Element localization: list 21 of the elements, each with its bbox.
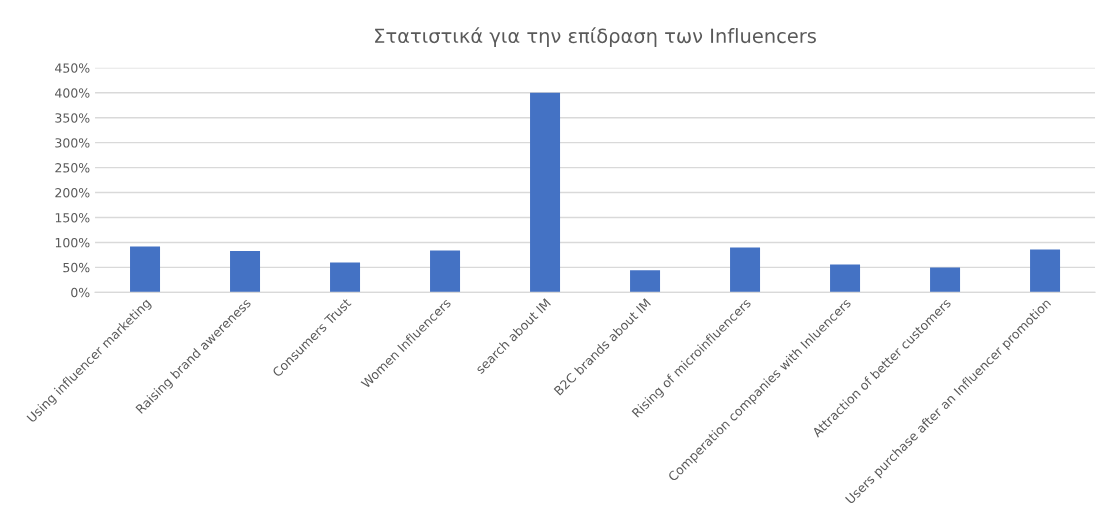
bar <box>430 250 461 293</box>
y-tick-label: 100% <box>55 237 90 248</box>
bar <box>830 264 861 293</box>
bar <box>230 250 261 293</box>
y-tick-label: 450% <box>55 63 90 73</box>
y-tick-label: 250% <box>55 163 90 173</box>
y-tick-label: 50% <box>63 262 90 273</box>
y-tick-label: 0% <box>71 287 90 298</box>
y-tick-label: 300% <box>55 138 90 148</box>
chart-title: Στατιστικά για την επίδραση των Influencers <box>375 27 816 47</box>
bar <box>730 247 761 293</box>
y-tick-label: 150% <box>55 212 90 223</box>
bar <box>930 267 961 293</box>
bar <box>130 246 161 293</box>
bar <box>530 92 561 293</box>
bar <box>1030 249 1061 293</box>
bar <box>630 270 661 293</box>
bar <box>330 262 361 293</box>
y-tick-label: 200% <box>55 188 90 198</box>
y-tick-label: 350% <box>55 113 90 123</box>
y-tick-label: 400% <box>55 88 90 98</box>
